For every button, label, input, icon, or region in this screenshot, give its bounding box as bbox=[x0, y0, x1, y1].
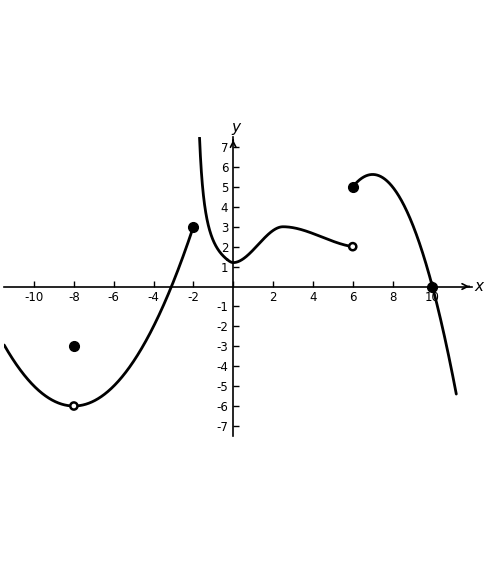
Text: x: x bbox=[474, 279, 483, 294]
Circle shape bbox=[70, 402, 77, 410]
Circle shape bbox=[349, 243, 356, 250]
Text: y: y bbox=[232, 120, 241, 135]
